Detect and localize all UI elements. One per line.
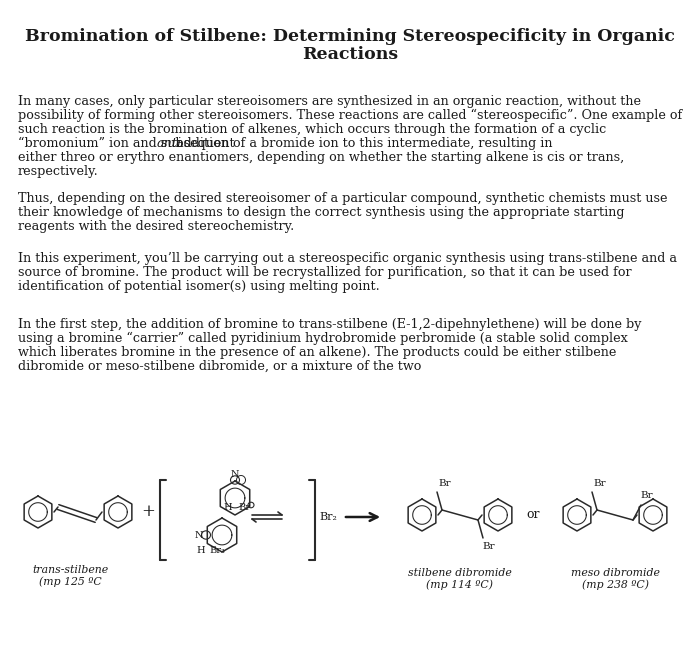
Text: such reaction is the bromination of alkenes, which occurs through the formation : such reaction is the bromination of alke… (18, 123, 606, 136)
Text: +: + (141, 502, 155, 520)
Text: reagents with the desired stereochemistry.: reagents with the desired stereochemistr… (18, 220, 294, 233)
Text: N: N (195, 531, 203, 540)
Text: anti: anti (156, 137, 181, 150)
Text: Br: Br (593, 479, 606, 488)
Text: Br: Br (238, 503, 250, 513)
Text: using a bromine “carrier” called pyridinium hydrobromide perbromide (a stable so: using a bromine “carrier” called pyridin… (18, 332, 628, 345)
Text: “bromonium” ion and subsequent: “bromonium” ion and subsequent (18, 137, 239, 150)
Text: Br: Br (640, 491, 652, 500)
Text: their knowledge of mechanisms to design the correct synthesis using the appropri: their knowledge of mechanisms to design … (18, 206, 624, 219)
Text: dibromide or meso-stilbene dibromide, or a mixture of the two: dibromide or meso-stilbene dibromide, or… (18, 360, 421, 373)
Text: Br: Br (482, 542, 495, 551)
Text: trans-stilbene
(mp 125 ºC: trans-stilbene (mp 125 ºC (32, 565, 108, 587)
Text: stilbene dibromide
(mp 114 ºC): stilbene dibromide (mp 114 ºC) (408, 568, 512, 590)
Text: H: H (197, 546, 205, 555)
Text: Reactions: Reactions (302, 46, 398, 63)
Text: In this experiment, you’ll be carrying out a stereospecific organic synthesis us: In this experiment, you’ll be carrying o… (18, 252, 677, 265)
Text: Br₂: Br₂ (319, 512, 337, 522)
Text: Br: Br (438, 479, 451, 488)
Text: N: N (231, 470, 239, 479)
Text: respectively.: respectively. (18, 165, 99, 178)
Text: Thus, depending on the desired stereoisomer of a particular compound, synthetic : Thus, depending on the desired stereoiso… (18, 192, 668, 205)
FancyArrowPatch shape (346, 513, 377, 521)
Text: source of bromine. The product will be recrystallized for purification, so that : source of bromine. The product will be r… (18, 266, 631, 279)
Text: addition of a bromide ion to this intermediate, resulting in: addition of a bromide ion to this interm… (172, 137, 552, 150)
Text: In many cases, only particular stereoisomers are synthesized in an organic react: In many cases, only particular stereoiso… (18, 95, 641, 108)
Text: identification of potential isomer(s) using melting point.: identification of potential isomer(s) us… (18, 280, 379, 293)
Text: In the first step, the addition of bromine to trans-stilbene (E-1,2-dipehnylethe: In the first step, the addition of bromi… (18, 318, 641, 331)
Text: possibility of forming other stereoisomers. These reactions are called “stereosp: possibility of forming other stereoisome… (18, 109, 682, 122)
Text: Br₃: Br₃ (209, 546, 225, 555)
Text: Bromination of Stilbene: Determining Stereospecificity in Organic: Bromination of Stilbene: Determining Ste… (25, 28, 675, 45)
Text: either threo or erythro enantiomers, depending on whether the starting alkene is: either threo or erythro enantiomers, dep… (18, 151, 624, 164)
Text: or: or (526, 509, 540, 522)
Text: meso dibromide
(mp 238 ºC): meso dibromide (mp 238 ºC) (570, 568, 659, 590)
Text: which liberates bromine in the presence of an alkene). The products could be eit: which liberates bromine in the presence … (18, 346, 617, 359)
Text: H: H (223, 503, 232, 513)
